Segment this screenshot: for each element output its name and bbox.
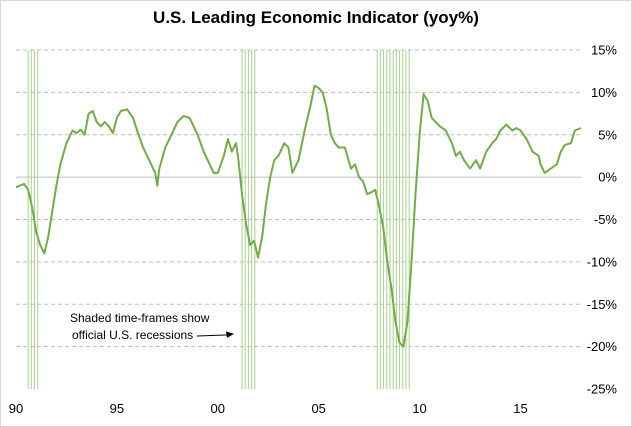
y-tick-label: -10%: [587, 254, 618, 269]
x-axis-tick-labels: 90 95 00 05 10 15: [9, 401, 528, 416]
x-tick-label: 10: [412, 401, 426, 416]
y-tick-label: 10%: [591, 85, 617, 100]
y-tick-label: 5%: [598, 127, 617, 142]
y-tick-label: -5%: [594, 212, 618, 227]
y-tick-label: 0%: [598, 170, 617, 185]
annotation-arrowhead: [226, 331, 234, 338]
annotation-arrow: [196, 334, 230, 337]
x-tick-label: 00: [211, 401, 225, 416]
x-tick-label: 95: [110, 401, 124, 416]
chart-title: U.S. Leading Economic Indicator (yoy%): [153, 8, 479, 27]
x-tick-label: 05: [311, 401, 325, 416]
series-line-leading-indicator: [15, 84, 582, 348]
grid-lines: [16, 49, 581, 348]
annotation-text-line-2: official U.S. recessions: [72, 328, 193, 342]
annotation-text-line-1: Shaded time-frames show: [70, 311, 210, 325]
y-axis-tick-labels: 15% 10% 5% 0% -5% -10% -15% -20% -25%: [587, 43, 618, 397]
x-tick-label: 90: [9, 401, 23, 416]
y-tick-label: 15%: [591, 43, 617, 58]
recession-annotation: Shaded time-frames show official U.S. re…: [70, 311, 234, 342]
y-tick-label: -20%: [587, 339, 618, 354]
y-tick-label: -25%: [587, 382, 618, 397]
x-tick-label: 15: [513, 401, 527, 416]
y-tick-label: -15%: [587, 297, 618, 312]
